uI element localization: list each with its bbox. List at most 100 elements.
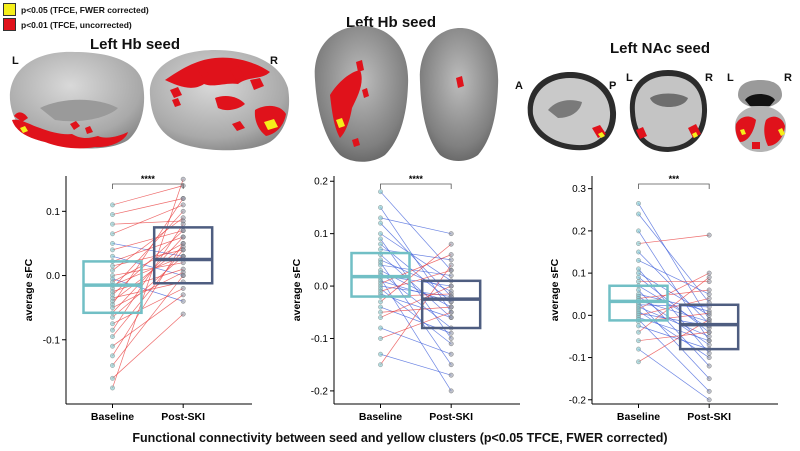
y-tick-label: 0.0 [314,282,328,293]
paired-line [380,217,452,234]
data-point-baseline [636,241,641,246]
data-point-baseline [110,363,115,368]
paired-line [638,300,710,323]
data-point-baseline [378,262,383,268]
paired-line [112,220,184,225]
data-point-baseline [636,201,641,206]
data-point-post [448,330,454,336]
paired-line [380,243,452,303]
nac-posterior-label: P [609,80,617,92]
y-tick-label: -0.2 [569,395,587,406]
data-point-post [706,376,712,382]
data-point-baseline [110,212,115,217]
paired-line [112,230,184,251]
data-point-baseline [110,253,115,259]
data-point-baseline [110,375,115,381]
paired-line [380,293,452,318]
data-point-baseline [378,205,383,210]
paired-line [380,254,452,284]
paired-line [112,185,184,206]
paired-line [112,272,184,308]
data-point-post [448,351,454,357]
paired-line [112,246,184,302]
paired-line [112,255,184,276]
paired-line [380,272,452,329]
paired-line [638,251,710,325]
paired-line [638,319,710,392]
y-tick-label: 0.2 [314,177,328,188]
chart-left-nac: -0.2 -0.1 0.0 0.1 0.2 0.3 average sFC Baseline P… [549,174,778,423]
data-point-baseline [636,329,641,335]
legend-label-fwer: p<0.05 (TFCE, FWER corrected) [21,4,149,15]
nac-axial-right-label: R [784,72,792,84]
data-point-baseline [378,215,383,221]
data-point-post [180,202,186,208]
data-point-baseline [378,336,383,341]
data-point-post [180,215,186,221]
y-tick-label: 0.1 [46,207,60,218]
y-axis-label: average sFC [23,258,35,321]
data-point-post [448,252,454,258]
data-point-baseline [636,279,641,284]
data-point-post [706,342,712,348]
paired-line [380,249,452,261]
data-point-baseline [110,202,115,208]
legend-item-uncorrected: p<0.01 (TFCE, uncorrected) [3,17,149,32]
data-point-post [448,257,454,263]
data-point-baseline [110,305,115,311]
data-point-baseline [636,287,641,293]
data-point-baseline [378,351,383,357]
paired-line [638,348,710,401]
data-point-post [706,270,712,276]
data-point-baseline [378,241,383,247]
data-point-baseline [110,321,115,327]
box-baseline [350,251,411,298]
data-point-baseline [636,270,641,276]
data-point-baseline [110,221,115,227]
nac-sagittal-view [527,72,617,151]
x-tick-label: Post-SKI [687,411,731,423]
data-point-post [180,311,186,317]
nac-coronal-right-label: R [705,72,713,84]
data-point-post [706,388,712,394]
x-tick-label: Post-SKI [161,411,205,423]
data-point-post [180,285,186,291]
data-point-post [448,267,454,273]
data-point-post [448,341,454,347]
paired-line [112,268,184,292]
data-point-baseline [636,249,641,255]
cortex-left-label: L [12,55,19,67]
paired-line [638,230,710,341]
data-point-post [448,336,454,341]
paired-line [380,264,452,276]
paired-line [380,233,452,282]
subcortical-view-1 [314,26,409,162]
data-point-post [706,317,712,322]
data-point-baseline [378,299,383,305]
paired-line [112,243,184,357]
legend-swatch-red [3,18,16,31]
cortex-right-label: R [270,55,278,67]
data-point-post [448,304,454,310]
paired-line [638,203,710,320]
data-point-post [448,309,454,315]
paired-line [638,277,710,333]
legend-swatch-yellow [3,3,16,16]
significance-bracket [112,183,184,189]
brain-images [9,26,787,162]
data-point-baseline [378,309,383,315]
paired-line [380,222,452,297]
data-point-post [180,176,186,182]
data-point-post [180,221,186,227]
data-point-baseline [110,231,115,237]
data-point-post [706,274,712,280]
legend-label-uncorrected: p<0.01 (TFCE, uncorrected) [21,19,132,30]
data-point-post [448,273,454,278]
data-point-baseline [636,228,641,234]
data-point-post [180,247,186,253]
paired-line [380,191,452,271]
paired-line [380,285,452,318]
paired-line [380,327,452,355]
paired-line [112,249,184,337]
data-point-baseline [636,266,641,272]
